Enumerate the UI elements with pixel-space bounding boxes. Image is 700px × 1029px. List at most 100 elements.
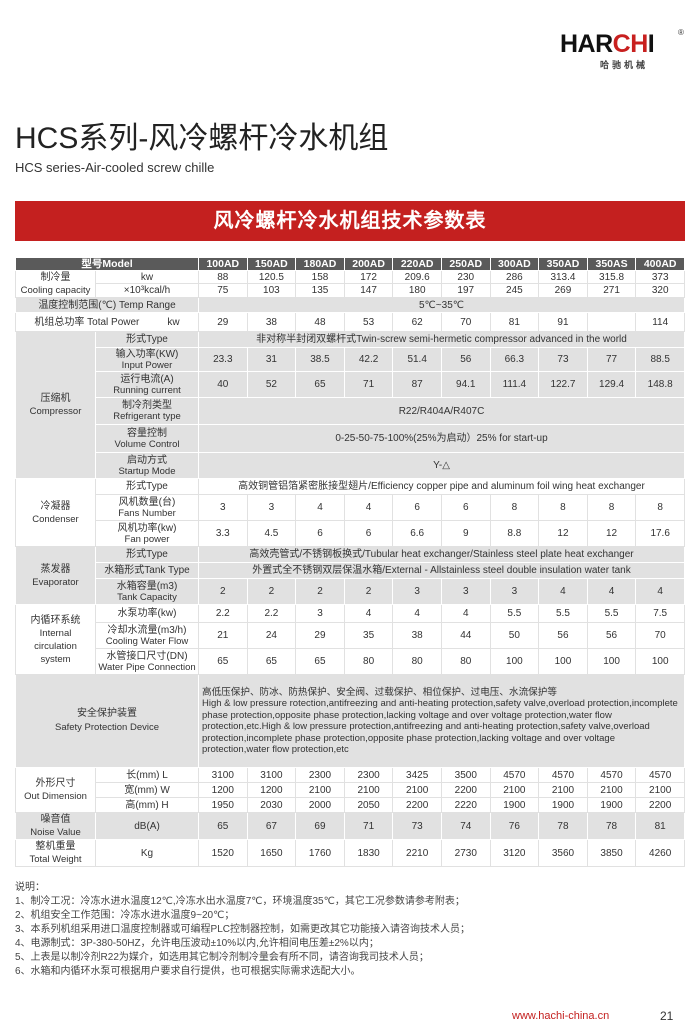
value-cell: 6 [392,494,442,521]
group-label-en: Total Weight [29,854,82,865]
row-label-cell: 温度控制范围(℃) Temp Range [15,297,199,313]
row-label: 风机数量(台) [118,496,176,508]
value-cell: 122.7 [538,371,588,398]
value-cell: 1900 [489,797,540,813]
value-cell: 67 [246,812,297,840]
value: 111.4 [502,379,527,390]
value-cell: 56 [440,347,491,372]
row-label: 水箱容量(m3) [116,580,178,592]
value-cell: 23.3 [198,347,248,372]
span-value: 5℃~35℃ [419,299,464,311]
row-label-cell: 机组总功率 Total Power kw [15,312,199,332]
value-cell: 65 [295,371,345,398]
row-group: 内循环系统 Internal circulation system [15,604,96,675]
row-label: dB(A) [134,820,160,832]
group-label-en: Cooling capacity [20,285,91,296]
harchi-logo: HARCHI ® 哈驰机械 [560,28,690,72]
table-row: 风机数量(台) Fans Number 3 3 4 4 6 6 8 8 8 8 [16,494,685,521]
table-row: 温度控制范围(℃) Temp Range 5℃~35℃ [15,297,685,313]
table-row: 水管接口尺寸(DN) Water Pipe Connection 65 65 65 80 8… [16,648,685,675]
value: 80 [460,656,472,667]
row-label: ×10³kcal/h [123,285,171,296]
value-cell: 88 [198,270,248,284]
value-cell: 78 [586,812,637,840]
value: 12 [557,528,569,539]
row-group: 制冷量 Cooling capacity [15,270,96,298]
value-cell: 3120 [489,839,540,867]
value: 8 [608,502,615,513]
value: 80 [363,656,375,667]
value: 147 [360,285,377,296]
table-row: 蒸发器 Evaporator 形式Type 高效壳管式/不锈钢板换式/Tubular … [15,546,685,605]
value: 2100 [503,784,526,796]
group-label-en: Evaporator [32,576,79,588]
row-label: 机组总功率 Total Power [34,316,140,328]
value: 3.3 [215,528,230,539]
value-cell: 197 [440,283,491,298]
spanning-value-cell: Y-△ [198,452,685,479]
section-banner: 风冷螺杆冷水机组技术参数表 [15,201,685,241]
row-group: 噪音值 Noise Value [15,812,96,840]
row-label-cell: 水箱形式Tank Type [95,562,199,579]
model-name: 400AD [643,257,677,270]
value-cell: 4570 [489,767,540,783]
value-cell: 5.5 [538,604,588,623]
value: 21 [217,630,229,641]
value: 70 [460,316,472,328]
row-label-cell: 安全保护装置 Safety Protection Device [15,674,199,768]
model-name: 150AD [255,257,288,270]
span-value: 0-25-50-75-100%(25%为启动）25% for start-up [335,433,548,444]
value: 209.6 [404,271,430,283]
value-cell: 31 [246,347,297,372]
value-cell: 111.4 [489,371,540,398]
value-cell: 2 [295,578,345,605]
value: 24 [265,630,277,641]
row-label: 长(mm) L [126,769,168,781]
value: 313.4 [550,271,576,283]
value: 88.5 [650,354,670,365]
value-cell: 4 [635,578,685,605]
value-cell: 135 [295,283,345,298]
value: 3 [268,502,275,513]
span-value: 高效壳管式/不锈钢板换式/Tubular heat exchanger/Stai… [249,549,634,560]
value-cell: 2 [198,578,248,605]
website-link[interactable]: www.hachi-china.cn [512,1010,610,1022]
table-row: 制冷量 Cooling capacity kw 88 120.5 158 172 209.6 2… [15,270,685,298]
model-header: 型号Model [15,257,199,271]
value: 135 [311,285,329,296]
row-label: 制冷剂类型 [122,400,172,411]
row-label-en: Cooling Water Flow [105,635,189,647]
group-label: 整机重量 [35,841,76,852]
value: 94.1 [456,379,476,390]
row-label-en: Startup Mode [118,465,176,477]
value-cell: 129.4 [586,371,637,398]
note-item: 6、水箱和内循环水泵可根据用户要求自行提供，也可根据实际需求选配大小。 [15,966,361,977]
model-name: 100AD [206,257,240,270]
value: 2730 [454,847,477,859]
value: 269 [554,285,572,296]
value-cell: 94.1 [440,371,491,398]
value: 6 [414,502,420,513]
note-item: 2、机组安全工作范围：冷冻水进水温度9~20℃； [15,910,235,921]
value: 65 [314,656,326,667]
value: 4 [365,608,372,619]
value-cell: 2200 [635,797,685,813]
table-row: 高(mm) H 1950 2030 2000 2050 2200 2220 1900 1900 1… [16,797,685,813]
value-cell: 56 [586,622,637,649]
table-row: 启动方式 Startup Mode Y-△ [16,452,685,479]
value: 315.8 [599,271,625,283]
row-group: 冷凝器 Condenser [15,478,96,547]
value-cell: 3 [489,578,540,605]
value-cell: 81 [489,312,540,332]
value-cell: 88.5 [635,347,685,372]
note-item: 4、电源制式：3P-380-50HZ，允许电压波动±10%以内,允许相间电压差±… [15,938,379,949]
model-column-header: 350AD [538,257,588,271]
note-item: 1、制冷工况：冷冻水进水温度12℃,冷冻水出水温度7℃，环境温度35℃，其它工况… [15,896,465,907]
value-cell: 76 [489,812,540,840]
table-row: 风机功率(kw) Fan power 3.3 4.5 6 6 6.6 9 8.8 12 12 17.6 [16,520,685,547]
value-cell: 35 [343,622,394,649]
value-cell: 271 [586,283,637,298]
value-cell: 9 [440,520,491,547]
value: 69 [314,820,326,832]
value-cell: 209.6 [392,270,442,284]
